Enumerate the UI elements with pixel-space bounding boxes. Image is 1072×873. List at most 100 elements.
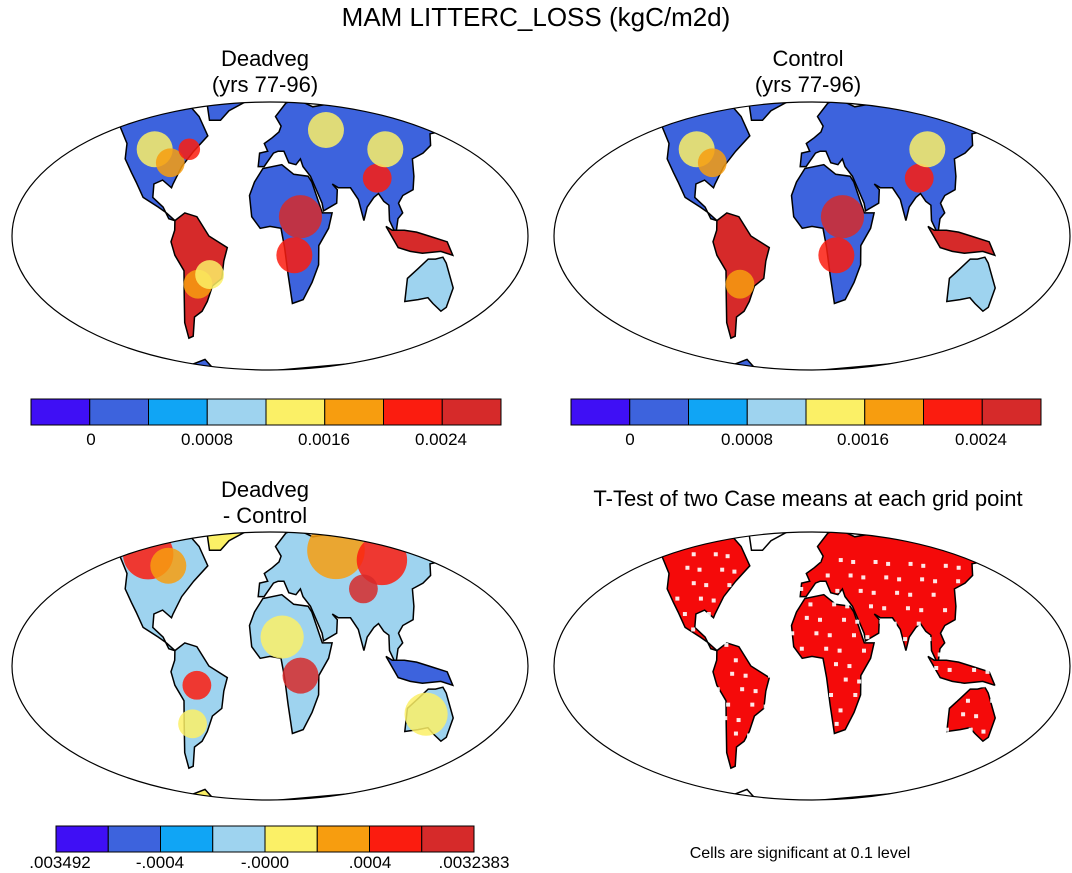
nonsignificant-cell xyxy=(783,735,788,740)
cbar3-label: .003492 xyxy=(29,853,91,872)
panel3-title-line2: - Control xyxy=(222,503,308,528)
nonsignificant-cell xyxy=(685,565,690,570)
landmass-greenland xyxy=(195,102,251,122)
nonsignificant-cell xyxy=(847,664,852,669)
nonsignificant-cell xyxy=(992,581,997,586)
nonsignificant-cell xyxy=(825,573,830,578)
colorbar-swatch xyxy=(441,398,502,426)
nonsignificant-cell xyxy=(989,639,994,644)
nonsignificant-cell xyxy=(767,571,772,576)
nonsignificant-cell xyxy=(730,671,735,676)
nonsignificant-cell xyxy=(762,644,767,649)
nonsignificant-cell xyxy=(743,613,748,618)
nonsignificant-cell xyxy=(981,683,986,688)
nonsignificant-cell xyxy=(810,721,815,726)
nonsignificant-cell xyxy=(845,604,850,609)
nonsignificant-cell xyxy=(781,675,786,680)
nonsignificant-cell xyxy=(723,716,728,721)
nonsignificant-cell xyxy=(671,743,676,748)
landmass-south-america xyxy=(170,642,229,770)
nonsignificant-cell xyxy=(752,629,757,634)
landmass-indonesia xyxy=(385,655,455,687)
map-border xyxy=(553,101,1071,371)
value-patch xyxy=(349,574,378,604)
colorbar-swatch xyxy=(148,398,208,426)
nonsignificant-cell xyxy=(691,627,696,632)
nonsignificant-cell xyxy=(678,625,683,630)
colorbar-swatch xyxy=(864,398,924,426)
value-patch xyxy=(362,163,392,193)
nonsignificant-cell xyxy=(808,602,813,607)
nonsignificant-cell xyxy=(991,625,996,630)
nonsignificant-cell xyxy=(957,683,962,688)
nonsignificant-cell xyxy=(861,648,866,653)
nonsignificant-cell xyxy=(777,689,782,694)
colorbar-swatch xyxy=(55,825,109,853)
nonsignificant-cell xyxy=(747,733,752,738)
nonsignificant-cell xyxy=(886,561,891,566)
nonsignificant-cell xyxy=(743,673,748,678)
nonsignificant-cell xyxy=(985,669,990,674)
colorbar-swatch xyxy=(316,825,370,853)
nonsignificant-cell xyxy=(712,700,717,705)
nonsignificant-cell xyxy=(943,563,948,568)
value-patch xyxy=(697,148,727,178)
nonsignificant-cell xyxy=(682,612,687,617)
nonsignificant-cell xyxy=(740,687,745,692)
nonsignificant-cell xyxy=(728,629,733,634)
value-patch xyxy=(820,195,865,239)
cbar2-label: 0.0024 xyxy=(955,430,1007,449)
nonsignificant-cell xyxy=(895,590,900,595)
nonsignificant-cell xyxy=(733,658,738,663)
nonsignificant-cell xyxy=(886,708,891,713)
nonsignificant-cell xyxy=(829,692,834,697)
nonsignificant-cell xyxy=(879,619,884,624)
nonsignificant-cell xyxy=(871,723,876,728)
panel1-title-line1: Deadveg xyxy=(220,46,310,71)
nonsignificant-cell xyxy=(965,639,970,644)
figure-title: MAM LITTERC_LOSS (kgC/m2d) xyxy=(341,2,731,32)
nonsignificant-cell xyxy=(795,600,800,605)
nonsignificant-cell xyxy=(931,592,936,597)
cbar3-label: -.0000 xyxy=(240,853,290,872)
nonsignificant-cell xyxy=(686,640,691,645)
colorbar-control xyxy=(570,398,1042,426)
nonsignificant-cell xyxy=(775,586,780,591)
nonsignificant-cell xyxy=(889,635,894,640)
nonsignificant-cell xyxy=(827,633,832,638)
nonsignificant-cell xyxy=(791,691,796,696)
nonsignificant-cell xyxy=(991,594,996,599)
cbar3-label: .0032383 xyxy=(438,853,510,872)
colorbar-swatch xyxy=(212,825,266,853)
nonsignificant-cell xyxy=(867,737,872,742)
nonsignificant-cell xyxy=(868,604,873,609)
nonsignificant-cell xyxy=(781,556,786,561)
nonsignificant-cell xyxy=(776,629,781,634)
nonsignificant-cell xyxy=(704,583,709,588)
cbar3-label: -.0004 xyxy=(135,853,185,872)
nonsignificant-cell xyxy=(763,585,768,590)
nonsignificant-cell xyxy=(796,660,801,665)
nonsignificant-cell xyxy=(961,712,966,717)
panel4-title: T-Test of two Case means at each grid po… xyxy=(593,486,1023,511)
cbar1-label: 0 xyxy=(86,430,96,449)
nonsignificant-cell xyxy=(691,581,696,586)
nonsignificant-cell xyxy=(787,704,792,709)
value-patch xyxy=(260,615,304,659)
nonsignificant-cell xyxy=(675,596,680,601)
nonsignificant-cell xyxy=(805,675,810,680)
nonsignificant-cell xyxy=(981,729,986,734)
nonsignificant-cell xyxy=(691,552,696,557)
nonsignificant-cell xyxy=(700,642,705,647)
nonsignificant-cell xyxy=(919,608,924,613)
colorbar-swatch xyxy=(688,398,748,426)
landmass-australia xyxy=(945,256,996,313)
nonsignificant-cell xyxy=(838,558,843,563)
nonsignificant-cell xyxy=(715,627,720,632)
nonsignificant-cell xyxy=(920,577,925,582)
nonsignificant-cell xyxy=(979,565,984,570)
nonsignificant-cell xyxy=(892,621,897,626)
nonsignificant-cell xyxy=(753,689,758,694)
nonsignificant-cell xyxy=(952,743,957,748)
nonsignificant-cell xyxy=(748,600,753,605)
